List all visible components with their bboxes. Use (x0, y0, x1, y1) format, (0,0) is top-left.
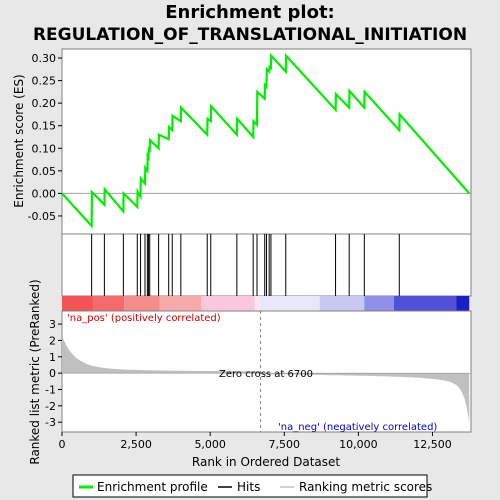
es-y-tick-label: 0.05 (32, 165, 57, 178)
x-axis-label: Rank in Ordered Dataset (192, 455, 340, 469)
es-y-tick-label: 0.20 (32, 97, 57, 110)
color-bar-segment (260, 296, 320, 311)
color-bar-segment (319, 296, 365, 311)
ranking-metric-area (62, 338, 471, 429)
color-bar-segment (393, 296, 457, 311)
color-bar-segment (93, 296, 125, 311)
color-bar-segment (124, 296, 160, 311)
x-tick-label: 10,000 (339, 438, 378, 451)
metric-y-tick-label: 2 (49, 334, 56, 347)
enrichment-profile-line (61, 53, 471, 229)
metric-y-tick-label: 0 (49, 367, 56, 380)
legend-box (72, 474, 428, 498)
metric-y-axis-label: Ranked list metric (PreRanked) (28, 279, 42, 464)
color-bar-segment (62, 296, 94, 311)
x-tick-label: 0 (59, 438, 66, 451)
legend-enrichment-label: Enrichment profile (97, 480, 208, 494)
color-bar-segment (364, 296, 394, 311)
es-y-tick-label: -0.05 (28, 210, 56, 223)
es-y-tick-label: 0.10 (32, 142, 57, 155)
chart-title-line2: REGULATION_OF_TRANSLATIONAL_INITIATION (33, 25, 467, 45)
pos-correlated-label: 'na_pos' (positively correlated) (67, 313, 221, 324)
rank-color-bar (62, 296, 470, 311)
color-bar-segment (254, 296, 261, 311)
es-y-tick-label: 0.15 (32, 120, 57, 133)
es-y-axis-label: Enrichment score (ES) (12, 74, 26, 207)
es-y-tick-label: 0.25 (32, 75, 57, 88)
metric-y-tick-label: 3 (49, 318, 56, 331)
es-y-tick-label: 0.30 (32, 52, 57, 65)
metric-y-tick-label: -3 (45, 416, 56, 429)
color-bar-segment (456, 296, 470, 311)
chart-title-line1: Enrichment plot: (165, 2, 335, 23)
metric-y-axis: -3 -2 -1 0 1 2 3 (45, 318, 62, 429)
legend-metric-label: Ranking metric scores (299, 480, 432, 494)
neg-correlated-label: 'na_neg' (negatively correlated) (278, 422, 437, 433)
x-tick-label: 7,500 (269, 438, 301, 451)
legend-hits-label: Hits (237, 480, 260, 494)
color-bar-segment (159, 296, 202, 311)
x-tick-label: 5,000 (194, 438, 226, 451)
color-bar-segment (201, 296, 255, 311)
metric-y-tick-label: -1 (45, 383, 56, 396)
es-y-tick-label: 0.00 (32, 187, 57, 200)
hit-markers (91, 234, 400, 296)
x-tick-label: 12,500 (413, 438, 452, 451)
metric-y-tick-label: 1 (49, 351, 56, 364)
zero-cross-label: Zero cross at 6700 (219, 369, 313, 380)
es-curve (61, 53, 471, 229)
metric-y-tick-label: -2 (45, 400, 56, 413)
x-axis: 0 2,500 5,000 7,500 10,000 12,500 (59, 432, 452, 451)
es-y-axis: -0.05 0.00 0.05 0.10 0.15 0.20 0.25 0.30 (28, 52, 62, 223)
x-tick-label: 2,500 (120, 438, 152, 451)
